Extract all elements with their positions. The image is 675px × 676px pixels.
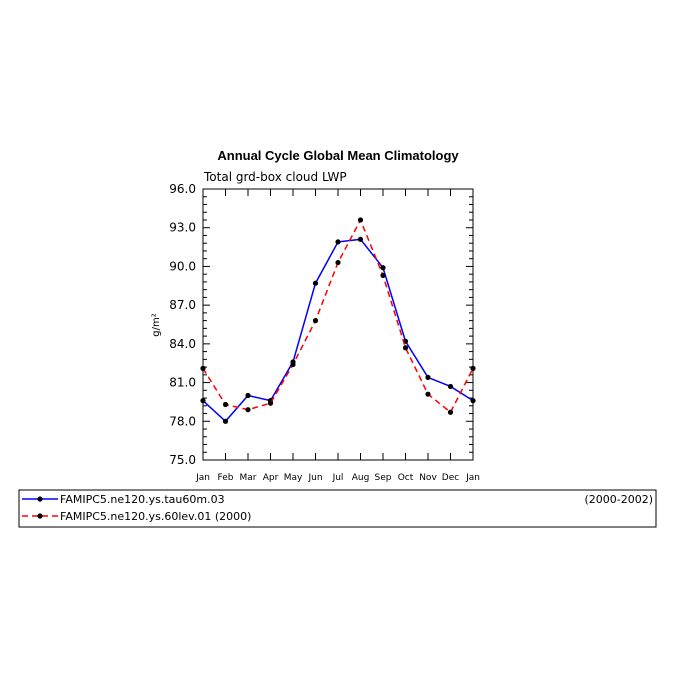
data-point — [357, 236, 364, 242]
data-point — [380, 265, 386, 271]
x-tick-label: Sep — [375, 473, 392, 483]
x-tick-label: Jun — [307, 473, 322, 483]
data-point — [245, 392, 251, 399]
data-point — [222, 401, 229, 408]
data-point — [335, 259, 341, 266]
y-tick-label: 93.0 — [169, 221, 196, 235]
x-tick-label: Aug — [352, 473, 370, 483]
data-point — [425, 374, 431, 381]
series-layer — [200, 217, 476, 424]
series-line-2 — [202, 218, 474, 414]
data-point — [402, 345, 409, 351]
x-tick-label: Apr — [263, 473, 279, 483]
data-point — [447, 383, 454, 390]
y-axis-label: g/m² — [151, 313, 162, 336]
legend: FAMIPC5.ne120.ys.tau60m.03 (2000-2002) FAM… — [22, 493, 653, 523]
data-point — [425, 391, 431, 397]
legend-marker — [37, 496, 43, 502]
y-tick-label: 90.0 — [169, 259, 196, 273]
x-tick-label: Mar — [240, 473, 257, 483]
data-point — [470, 398, 476, 404]
x-tick-label: Dec — [442, 473, 459, 483]
x-tick-label: Jan — [465, 473, 480, 483]
data-point — [335, 239, 341, 245]
data-point — [222, 418, 229, 424]
legend-label-1: FAMIPC5.ne120.ys.tau60m.03 — [60, 493, 225, 506]
legend-box — [18, 489, 657, 528]
y-tick-label: 96.0 — [169, 182, 196, 196]
y-tick-label: 81.0 — [169, 376, 196, 390]
data-point — [312, 318, 319, 324]
legend-period-1: (2000-2002) — [584, 493, 653, 506]
chart-subtitle: Total grd-box cloud LWP — [203, 170, 347, 184]
legend-marker — [37, 513, 43, 519]
legend-label-2: FAMIPC5.ne120.ys.60lev.01 (2000) — [60, 510, 251, 523]
data-point — [447, 409, 454, 415]
x-tick-label: Jul — [332, 473, 344, 483]
axes: 75.0 78.0 81.0 84.0 87.0 90.0 93.0 96.0 Jan Feb Ma… — [169, 182, 480, 483]
data-point — [245, 407, 251, 413]
data-point — [312, 280, 319, 286]
y-tick-label: 78.0 — [169, 414, 196, 428]
data-point — [290, 361, 296, 368]
chart-title: Annual Cycle Global Mean Climatology — [217, 148, 459, 163]
x-tick-label: Nov — [419, 473, 437, 483]
y-tick-label: 75.0 — [169, 453, 196, 467]
y-tick-label: 87.0 — [169, 298, 196, 312]
series-line-1 — [202, 238, 474, 423]
data-point — [357, 217, 364, 223]
x-tick-label: Jan — [195, 473, 210, 483]
plot-frame — [202, 188, 474, 461]
data-point — [470, 365, 476, 371]
x-tick-label: May — [284, 473, 303, 483]
data-point — [200, 365, 206, 371]
data-point — [267, 400, 274, 406]
y-tick-label: 84.0 — [169, 337, 196, 351]
x-tick-label: Oct — [398, 473, 414, 483]
data-point — [200, 398, 206, 404]
data-point — [380, 272, 386, 279]
x-tick-label: Feb — [218, 473, 234, 483]
